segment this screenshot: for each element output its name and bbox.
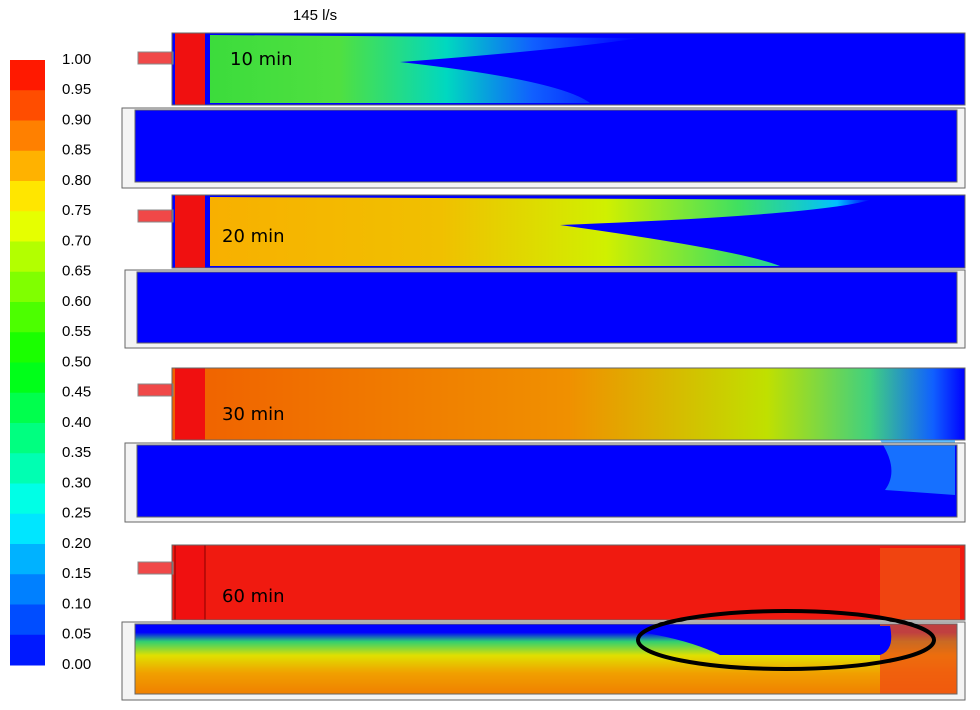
colorbar-label: 0.55 (62, 323, 91, 340)
frame (171, 32, 966, 106)
colorbar-label: 0.35 (62, 444, 91, 461)
inlet-pipe (137, 383, 174, 397)
frame (171, 194, 966, 269)
tank-upper (172, 368, 965, 440)
highlight-ellipse (636, 609, 936, 671)
inlet-chamber (175, 195, 205, 268)
colorbar-segment (10, 453, 45, 484)
colorbar-segment (10, 544, 45, 575)
plume (210, 197, 870, 266)
panel: 10 min (121, 32, 966, 189)
colorbar-segment (10, 423, 45, 454)
colorbar: 1.00 0.95 0.90 0.85 0.80 0.75 0.70 0.65 0.60 0.55… (10, 51, 91, 673)
tank-lower (135, 110, 957, 182)
colorbar-segment (10, 211, 45, 242)
colorbar-label: 0.10 (62, 595, 91, 612)
mixing-zone (880, 548, 960, 620)
panel: 60 min (121, 544, 966, 701)
colorbar-label: 0.60 (62, 293, 91, 310)
colorbar-segment (10, 150, 45, 182)
time-label: 10 min (230, 49, 293, 70)
colorbar-label: 0.50 (62, 353, 91, 370)
frame (171, 544, 966, 621)
colorbar-label: 0.95 (62, 81, 91, 98)
colorbar-label: 0.70 (62, 232, 91, 249)
panel: 20 min (124, 194, 966, 349)
colorbar-label: 0.25 (62, 505, 91, 522)
frame (121, 107, 966, 189)
tank-lower (137, 272, 957, 343)
colorbar-label: 0.65 (62, 263, 91, 280)
colorbar-segment (10, 332, 45, 363)
frame (124, 442, 966, 523)
mixing-zone (880, 440, 955, 495)
time-label: 60 min (222, 586, 285, 607)
colorbar-label: 0.40 (62, 414, 91, 431)
inlet-pipe (137, 561, 174, 575)
time-label: 20 min (222, 226, 285, 247)
frame (121, 621, 966, 701)
tank-lower (137, 445, 957, 517)
colorbar-segment (10, 90, 45, 121)
colorbar-segment (10, 181, 45, 212)
frame (171, 367, 966, 441)
time-label: 30 min (222, 404, 285, 425)
colorbar-segment (10, 60, 45, 91)
colorbar-label: 0.00 (62, 656, 91, 673)
frame (124, 269, 966, 349)
colorbar-label: 0.20 (62, 535, 91, 552)
colorbar-segment (10, 241, 45, 273)
flow-rate-title: 145 l/s (293, 7, 337, 24)
colorbar-segment (10, 604, 45, 636)
colorbar-segment (10, 513, 45, 545)
inlet-chamber (174, 544, 206, 621)
inlet-pipe (137, 51, 174, 65)
colorbar-label: 0.05 (62, 626, 91, 643)
colorbar-segment (10, 120, 45, 152)
panel: 30 min (124, 367, 966, 523)
colorbar-label: 0.75 (62, 202, 91, 219)
dead-zone (640, 626, 892, 655)
colorbar-label: 1.00 (62, 51, 91, 68)
colorbar-segment (10, 392, 45, 424)
inlet-chamber (175, 33, 205, 105)
colorbar-segment (10, 574, 45, 605)
colorbar-segment (10, 634, 45, 666)
tank-upper (172, 545, 965, 620)
colorbar-label: 0.45 (62, 384, 91, 401)
inlet-chamber (175, 368, 205, 440)
colorbar-label: 0.85 (62, 142, 91, 159)
inlet-pipe (137, 209, 174, 223)
colorbar-label: 0.30 (62, 474, 91, 491)
colorbar-label: 0.15 (62, 565, 91, 582)
colorbar-segment (10, 302, 45, 333)
plume (210, 35, 640, 103)
colorbar-label: 0.90 (62, 111, 91, 128)
colorbar-segment (10, 362, 45, 394)
colorbar-segment (10, 483, 45, 515)
colorbar-label: 0.80 (62, 172, 91, 189)
colorbar-segment (10, 271, 45, 303)
